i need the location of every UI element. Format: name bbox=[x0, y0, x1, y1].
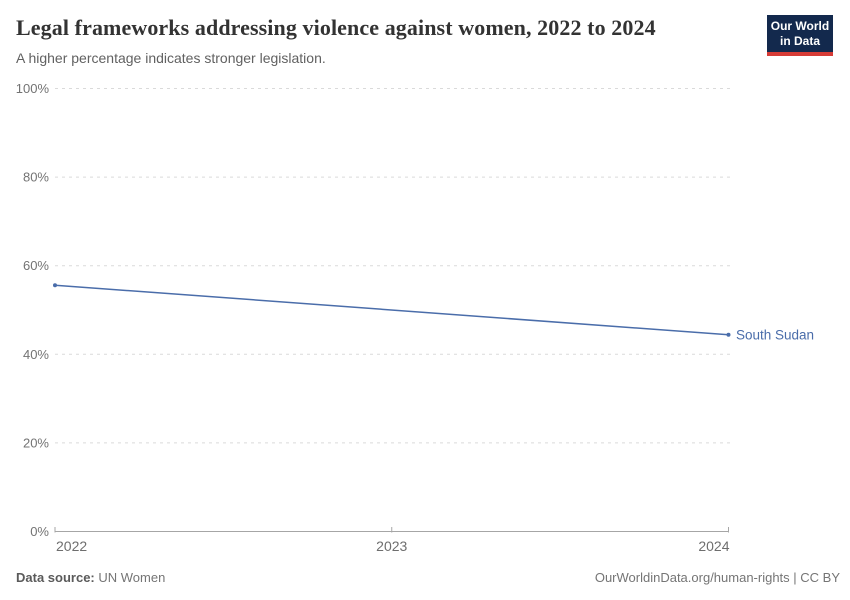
data-source-value: UN Women bbox=[98, 570, 166, 585]
attribution-license: OurWorldinData.org/human-rights | CC BY bbox=[594, 570, 840, 585]
y-tick-label: 100% bbox=[16, 81, 50, 96]
owid-logo-line2: in Data bbox=[779, 34, 820, 48]
x-tick-label: 2023 bbox=[376, 538, 407, 554]
data-source-note: Data source: UN Women bbox=[16, 570, 165, 585]
x-tick-label: 2022 bbox=[56, 538, 87, 554]
data-point-start bbox=[53, 283, 57, 288]
chart-subtitle: A higher percentage indicates stronger l… bbox=[16, 50, 326, 66]
data-source-label: Data source: bbox=[16, 570, 95, 585]
series-label: South Sudan bbox=[736, 327, 814, 342]
gridlines bbox=[55, 88, 731, 444]
chart-title: Legal frameworks addressing violence aga… bbox=[16, 15, 656, 40]
y-tick-label: 40% bbox=[23, 347, 49, 362]
owid-logo: Our World in Data bbox=[767, 15, 833, 56]
x-axis: 2022 2023 2024 bbox=[54, 527, 730, 554]
data-point-end bbox=[726, 332, 731, 337]
owid-logo-line1: Our World bbox=[770, 19, 830, 33]
data-series: South Sudan bbox=[53, 283, 814, 342]
y-tick-label: 60% bbox=[23, 258, 49, 273]
y-tick-label: 20% bbox=[23, 435, 49, 450]
x-tick-label: 2024 bbox=[698, 538, 729, 554]
y-tick-label: 80% bbox=[23, 170, 49, 185]
y-axis-labels: 0% 20% 40% 60% 80% 100% bbox=[16, 81, 50, 539]
data-line bbox=[54, 284, 729, 336]
y-tick-label: 0% bbox=[30, 524, 49, 539]
